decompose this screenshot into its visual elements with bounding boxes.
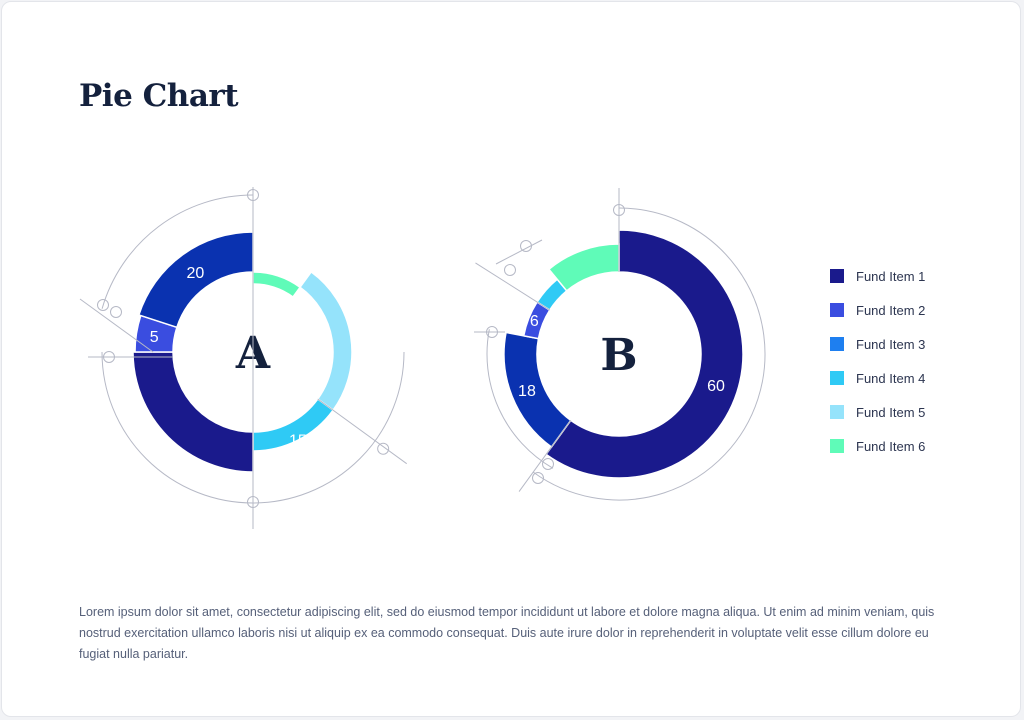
segment-label: 15	[289, 433, 307, 450]
legend-item: Fund Item 5	[830, 395, 925, 429]
guide-node	[486, 326, 498, 338]
legend-item: Fund Item 1	[830, 259, 925, 293]
guide-line	[518, 420, 572, 492]
legend-swatch	[830, 371, 844, 385]
guide-arc	[486, 329, 554, 469]
legend-label: Fund Item 4	[856, 370, 926, 386]
guide-node	[532, 472, 544, 484]
legend-label: Fund Item 3	[856, 336, 926, 352]
legend-item: Fund Item 2	[830, 293, 925, 327]
guide-line	[495, 239, 543, 265]
guide-arc	[101, 194, 254, 309]
donut-segment	[298, 270, 353, 412]
legend-label: Fund Item 1	[856, 268, 926, 284]
legend: Fund Item 1 Fund Item 2 Fund Item 3 Fund…	[830, 259, 925, 463]
donut-segment	[252, 271, 302, 299]
legend-item: Fund Item 4	[830, 361, 925, 395]
segment-label: 20	[186, 265, 204, 282]
segment-label: 60	[707, 378, 725, 395]
legend-label: Fund Item 2	[856, 302, 926, 318]
segment-label: 6	[530, 313, 539, 330]
guide-node	[247, 189, 259, 201]
legend-swatch	[830, 439, 844, 453]
donut-segment	[545, 229, 744, 479]
segment-label: 5	[150, 329, 159, 346]
legend-item: Fund Item 3	[830, 327, 925, 361]
legend-swatch	[830, 337, 844, 351]
legend-swatch	[830, 269, 844, 283]
guide-node	[247, 496, 259, 508]
donut-segment	[503, 331, 572, 449]
guide-node	[103, 351, 115, 363]
guide-node	[110, 306, 122, 318]
guide-node	[97, 299, 109, 311]
guide-line	[79, 298, 154, 353]
legend-item: Fund Item 6	[830, 429, 925, 463]
guide-line	[475, 262, 551, 311]
legend-label: Fund Item 5	[856, 404, 926, 420]
body-text: Lorem ipsum dolor sit amet, consectetur …	[79, 605, 935, 661]
guide-line	[317, 398, 408, 465]
guide-node	[504, 264, 516, 276]
legend-label: Fund Item 6	[856, 438, 926, 454]
guide-arc	[101, 351, 405, 504]
page-title: Pie Chart	[79, 78, 239, 114]
legend-swatch	[830, 303, 844, 317]
legend-swatch	[830, 405, 844, 419]
guide-node	[613, 204, 625, 216]
guide-node	[377, 442, 390, 455]
chart-center-label: B	[600, 330, 637, 381]
segment-label: 18	[518, 383, 536, 400]
guide-node	[542, 458, 554, 470]
guide-arc	[532, 207, 766, 501]
donut-segment	[132, 351, 254, 473]
